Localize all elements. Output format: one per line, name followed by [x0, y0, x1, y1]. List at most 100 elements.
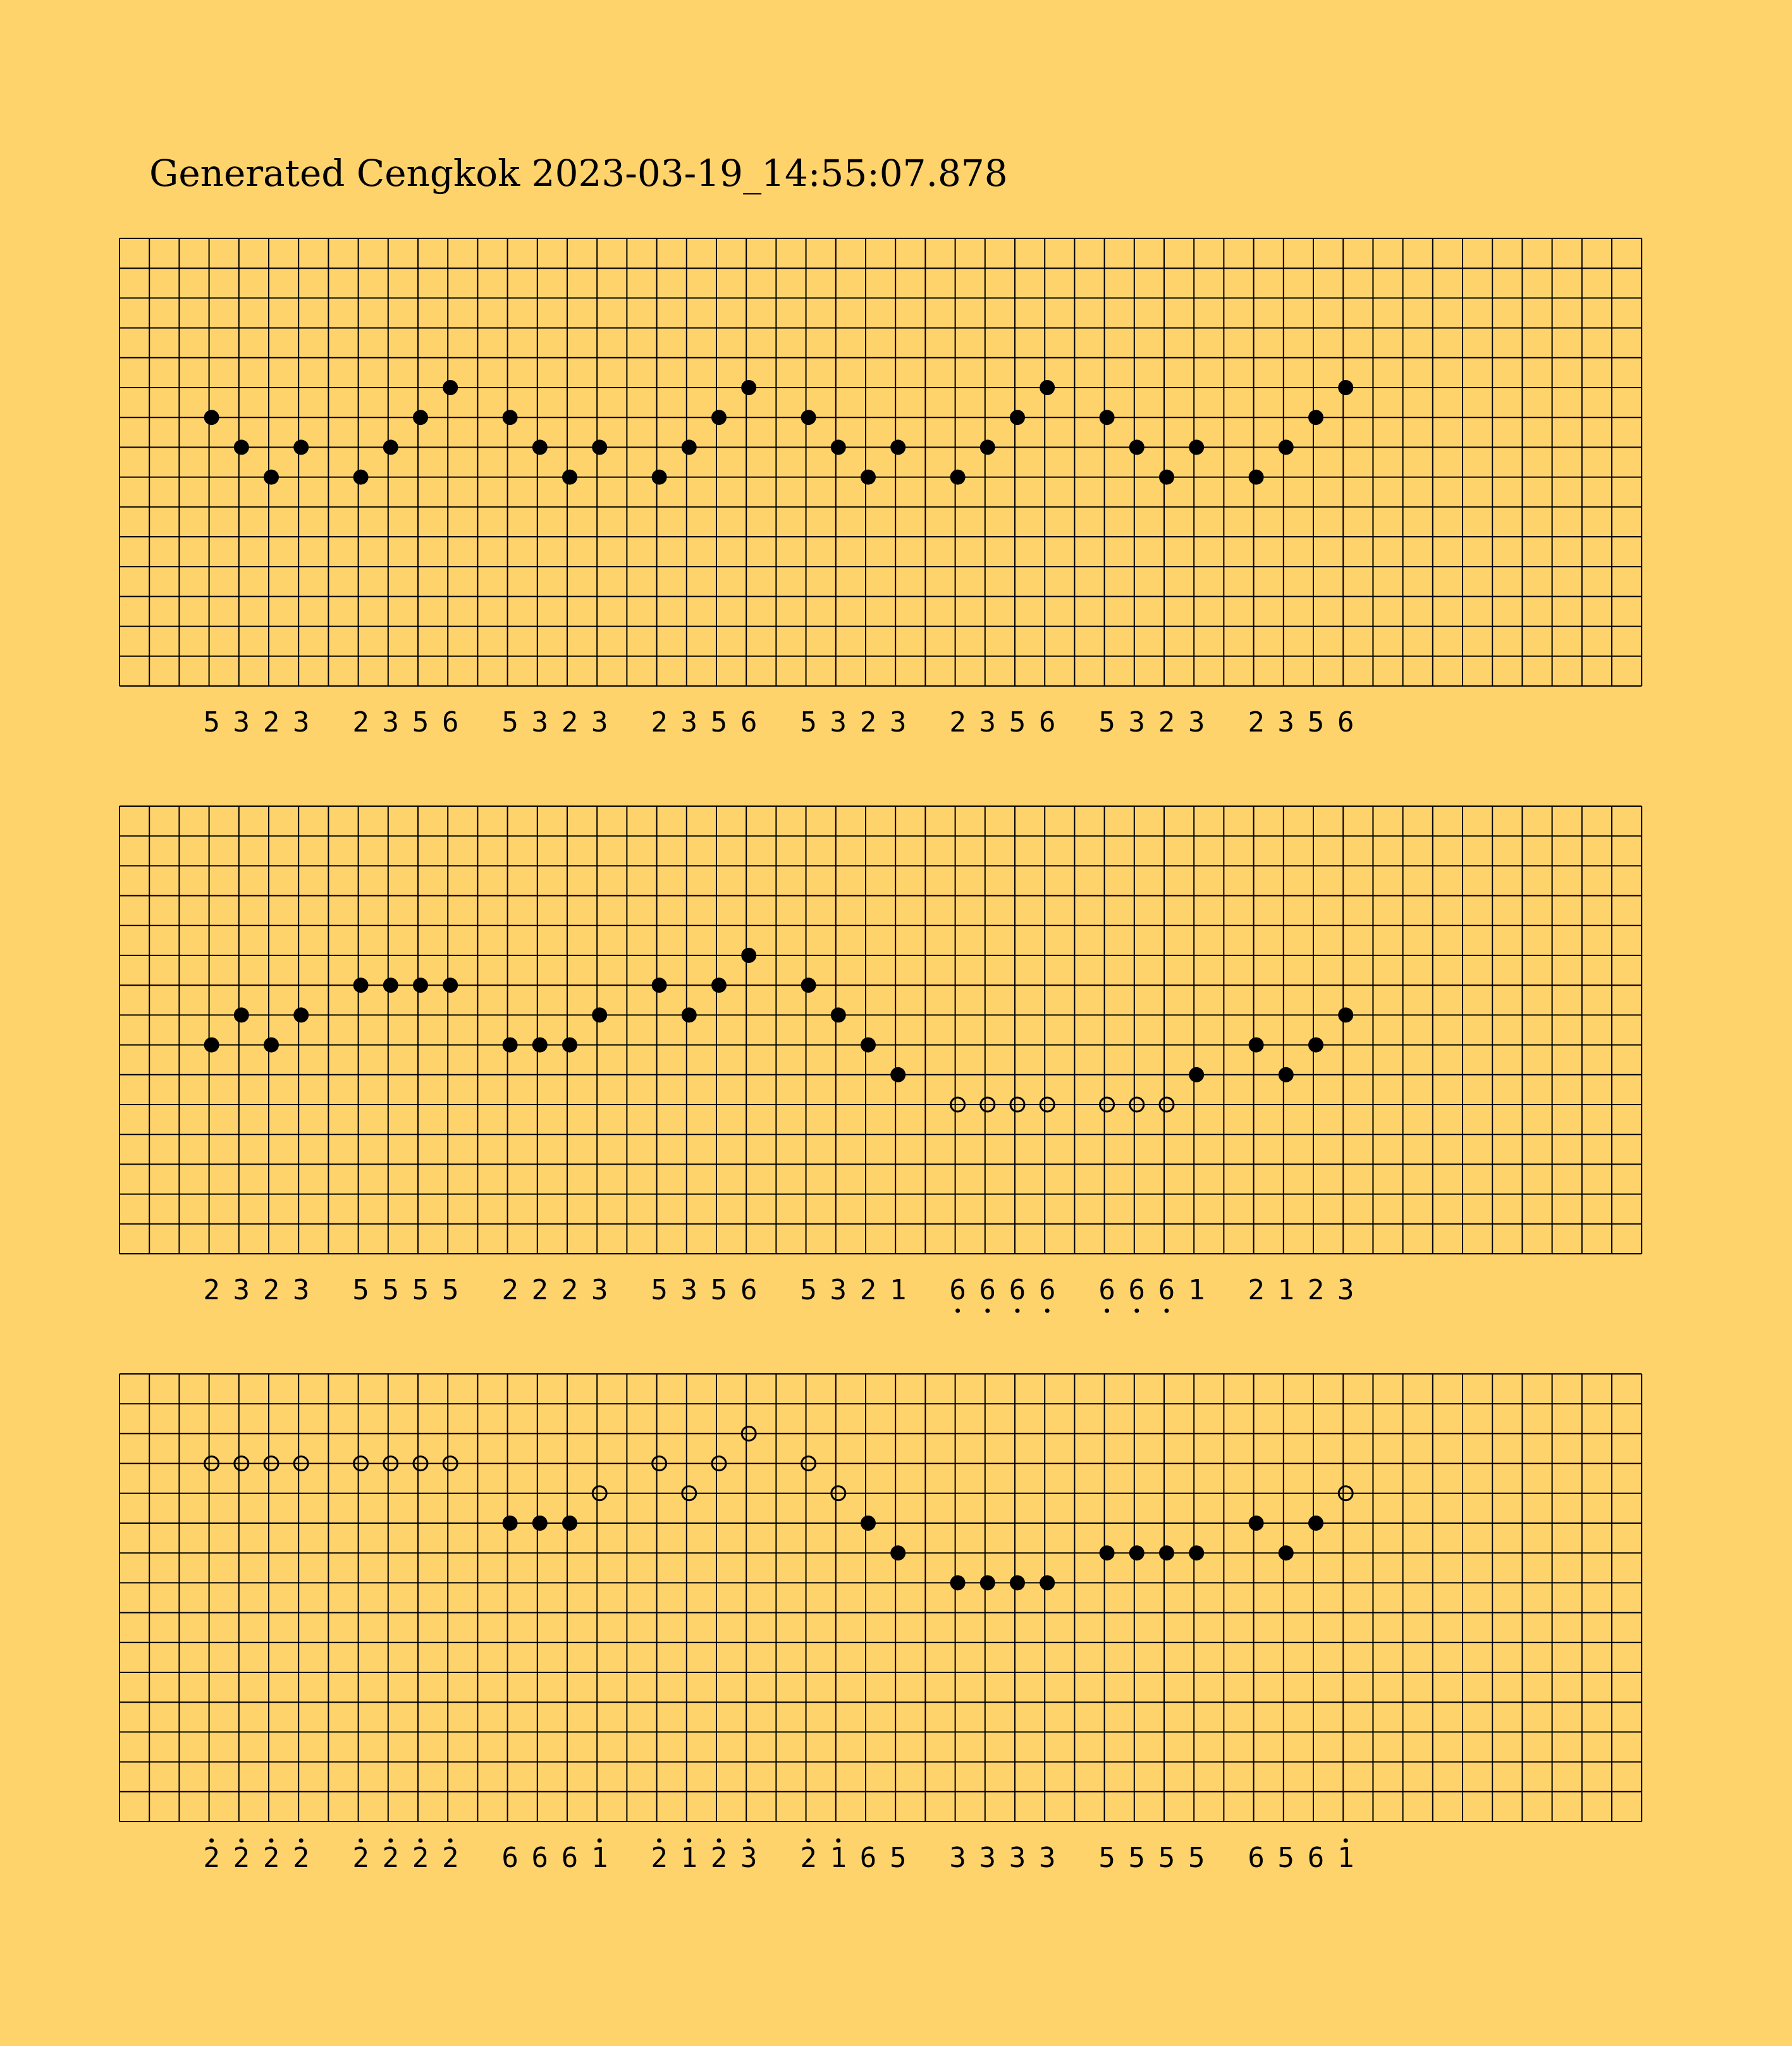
octave-dot-above — [716, 1838, 721, 1843]
note-label: 5 — [352, 1274, 369, 1306]
note-marker-filled — [1159, 1545, 1174, 1561]
note-marker-filled — [1010, 410, 1025, 426]
note-label: 3 — [1129, 706, 1146, 738]
note-marker-filled — [1129, 1545, 1145, 1561]
note-label: 6 — [442, 706, 459, 738]
note-label: 2 — [949, 706, 966, 738]
note-label: 1 — [591, 1842, 608, 1874]
note-marker-filled — [413, 410, 428, 426]
octave-dot-below — [955, 1308, 960, 1313]
note-label: 2 — [233, 1842, 250, 1874]
note-label: 2 — [203, 1842, 220, 1874]
note-marker-filled — [861, 469, 876, 485]
note-label: 1 — [1278, 1274, 1295, 1306]
note-label: 6 — [979, 1274, 997, 1306]
note-label: 2 — [651, 1842, 668, 1874]
note-marker-hollow — [740, 1425, 757, 1442]
note-marker-filled — [532, 1037, 548, 1053]
note-label: 6 — [1158, 1274, 1175, 1306]
note-marker-hollow — [651, 1455, 668, 1472]
note-marker-filled — [502, 410, 518, 426]
note-marker-filled — [204, 410, 219, 426]
note-label: 2 — [203, 1274, 220, 1306]
note-label: 5 — [1009, 706, 1026, 738]
octave-dot-below — [1015, 1308, 1020, 1313]
note-marker-filled — [233, 1007, 249, 1023]
note-marker-filled — [1189, 1545, 1205, 1561]
note-label: 5 — [412, 706, 429, 738]
note-label: 1 — [1188, 1274, 1205, 1306]
note-marker-filled — [1278, 1545, 1294, 1561]
note-marker-hollow — [383, 1455, 399, 1472]
note-label: 6 — [1039, 706, 1056, 738]
note-label: 5 — [890, 1842, 907, 1874]
note-label: 3 — [681, 1274, 698, 1306]
note-label: 2 — [1248, 706, 1265, 738]
note-label: 5 — [1308, 706, 1325, 738]
note-marker-filled — [711, 410, 727, 426]
note-label: 2 — [1248, 1274, 1265, 1306]
note-marker-filled — [741, 948, 757, 963]
note-marker-hollow — [353, 1455, 369, 1472]
note-label: 3 — [591, 706, 608, 738]
note-label: 5 — [711, 706, 728, 738]
octave-dot-above — [1343, 1838, 1348, 1843]
note-label: 2 — [800, 1842, 817, 1874]
note-marker-filled — [562, 1037, 577, 1053]
note-marker-filled — [801, 977, 816, 993]
note-label: 2 — [532, 1274, 549, 1306]
note-marker-hollow — [979, 1096, 996, 1113]
note-label: 1 — [681, 1842, 698, 1874]
note-marker-hollow — [1099, 1096, 1115, 1113]
note-label: 5 — [1158, 1842, 1175, 1874]
note-marker-hollow — [442, 1455, 458, 1472]
note-label: 3 — [293, 706, 310, 738]
note-label: 2 — [263, 1842, 280, 1874]
note-label: 6 — [562, 1842, 579, 1874]
note-label: 3 — [532, 706, 549, 738]
note-label: 5 — [1098, 1842, 1115, 1874]
note-marker-filled — [383, 977, 398, 993]
note-marker-filled — [890, 439, 906, 455]
note-marker-hollow — [1009, 1096, 1026, 1113]
note-label: 5 — [651, 1274, 668, 1306]
stave-grid — [119, 238, 1643, 687]
octave-dot-above — [687, 1838, 692, 1843]
note-marker-hollow — [293, 1455, 309, 1472]
note-marker-hollow — [681, 1485, 697, 1502]
stave-grid — [119, 806, 1643, 1254]
note-marker-filled — [592, 1007, 608, 1023]
note-label: 5 — [800, 706, 817, 738]
note-label: 2 — [860, 706, 877, 738]
note-label: 3 — [949, 1842, 966, 1874]
note-marker-filled — [1248, 1516, 1264, 1531]
note-label: 6 — [949, 1274, 966, 1306]
note-label: 5 — [442, 1274, 459, 1306]
note-label: 3 — [383, 706, 400, 738]
note-label: 6 — [532, 1842, 549, 1874]
note-marker-filled — [353, 977, 369, 993]
octave-dot-below — [1045, 1308, 1050, 1313]
note-label: 6 — [1098, 1274, 1115, 1306]
note-label: 6 — [501, 1842, 519, 1874]
note-marker-filled — [293, 439, 309, 455]
note-marker-filled — [413, 977, 428, 993]
note-label: 6 — [1009, 1274, 1026, 1306]
note-marker-filled — [711, 977, 727, 993]
note-label: 6 — [1248, 1842, 1265, 1874]
note-marker-filled — [1308, 1516, 1323, 1531]
note-label: 5 — [1188, 1842, 1205, 1874]
